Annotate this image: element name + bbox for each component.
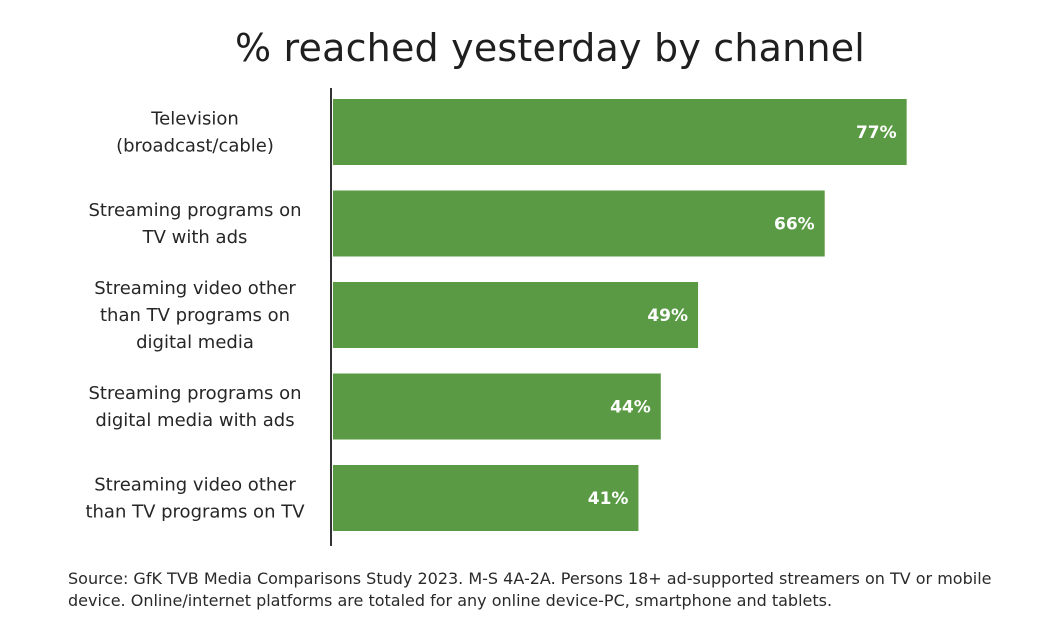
category-label-line: Streaming programs on [88,200,301,221]
category-labels-layer: Television (broadcast/cable) Streaming pro… [85,109,305,523]
bar-4 [333,465,639,531]
category-label-line: digital media [136,332,254,353]
chart-title: % reached yesterday by channel [234,26,866,70]
source-note: Source: GfK TVB Media Comparisons Study … [68,569,992,610]
value-label-1: 66% [774,215,815,235]
category-label-line: (broadcast/cable) [116,136,274,157]
chart-plot: 77% 66% 49% 44% 41% Television (broadcast/cab… [85,88,907,546]
category-label-line: than TV programs on [100,305,290,326]
category-label-0: Television (broadcast/cable) [116,109,274,157]
category-label-1: Streaming programs on TV with ads [88,200,301,248]
bars-layer: 77% 66% 49% 44% 41% [333,99,907,531]
category-label-line: digital media with ads [95,410,294,431]
value-label-4: 41% [588,489,629,509]
value-label-3: 44% [610,398,651,418]
category-label-line: Streaming video other [94,475,296,496]
category-label-line: Streaming programs on [88,383,301,404]
value-label-0: 77% [856,123,897,143]
category-label-line: TV with ads [142,227,248,248]
category-label-line: Streaming video other [94,278,296,299]
category-label-3: Streaming programs on digital media with … [88,383,301,431]
bar-2 [333,282,699,348]
bar-3 [333,373,661,440]
category-label-4: Streaming video other than TV programs on… [85,475,305,523]
category-label-line: than TV programs on TV [85,502,305,523]
category-label-2: Streaming video other than TV programs on… [94,278,296,353]
value-label-2: 49% [647,306,688,326]
bar-1 [333,190,825,257]
category-label-line: Television [150,109,239,130]
bar-0 [333,99,907,165]
